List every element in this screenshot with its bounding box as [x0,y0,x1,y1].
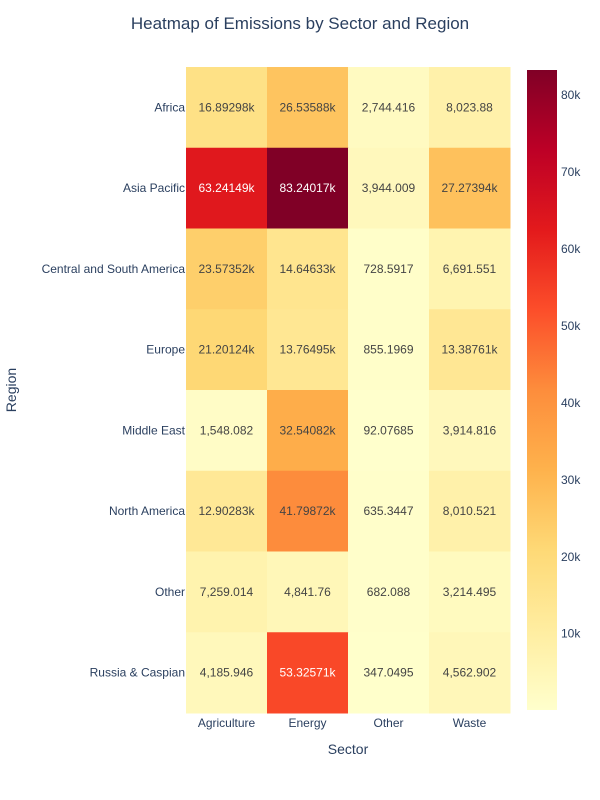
heatmap-cell [348,309,430,391]
y-axis-title: Region [3,368,19,412]
x-axis-title: Sector [328,741,369,757]
heatmap-cell [186,309,268,391]
colorbar-tick-label: 10k [561,627,581,641]
cell-value-label: 16.89298k [198,100,255,114]
colorbar-tick-label: 60k [561,242,581,256]
cell-value-label: 1,548.082 [200,423,254,437]
cell-value-label: 8,023.88 [446,100,493,114]
heatmap-cell [348,67,430,149]
heatmap-cell [267,632,349,714]
heatmap-cell [348,632,430,714]
y-tick-label: North America [109,504,185,518]
heatmap-cell [267,228,349,310]
chart-title: Heatmap of Emissions by Sector and Regio… [131,14,469,33]
cell-value-label: 682.088 [367,585,411,599]
cell-value-label: 23.57352k [198,262,255,276]
y-tick-label: Russia & Caspian [90,666,185,680]
heatmap-cell [186,470,268,552]
heatmap-cell [186,67,268,149]
y-tick-label: Middle East [122,423,185,437]
colorbar-tick-label: 70k [561,165,581,179]
heatmap-cells [186,67,511,714]
heatmap-cell [348,470,430,552]
cell-value-label: 4,185.946 [200,666,254,680]
x-tick-label: Energy [288,716,326,730]
cell-value-label: 3,914.816 [443,423,497,437]
colorbar-tick-label: 20k [561,550,581,564]
heatmap-cell [267,470,349,552]
heatmap-cell [186,390,268,472]
cell-value-label: 26.53588k [279,100,336,114]
cell-value-label: 2,744.416 [362,100,416,114]
heatmap-cell [267,147,349,229]
y-tick-label: Asia Pacific [123,181,185,195]
heatmap-cell [267,309,349,391]
cell-value-label: 14.64633k [279,262,336,276]
heatmap-cell [348,390,430,472]
y-axis-ticks: Africa Asia Pacific Central and South Amer… [42,100,186,679]
cell-value-label: 53.32571k [279,666,336,680]
heatmap-cell [186,228,268,310]
colorbar-tick-label: 30k [561,473,581,487]
heatmap-cell [429,147,511,229]
cell-value-label: 41.79872k [279,504,336,518]
colorbar-ticks: 10k 20k 30k 40k 50k 60k 70k 80k [561,88,581,641]
y-tick-label: Other [155,585,185,599]
cell-value-label: 63.24149k [198,181,255,195]
cell-labels: 16.89298k 26.53588k 2,744.416 8,023.88 63.24… [198,100,498,679]
cell-value-label: 13.76495k [279,343,336,357]
x-tick-label: Other [373,716,403,730]
colorbar-tick-label: 80k [561,88,581,102]
cell-value-label: 4,841.76 [284,585,331,599]
heatmap-cell [267,551,349,633]
cell-value-label: 32.54082k [279,423,336,437]
cell-value-label: 83.24017k [279,181,336,195]
heatmap-cell [429,551,511,633]
heatmap-cell [186,147,268,229]
cell-value-label: 3,944.009 [362,181,416,195]
heatmap-cell [429,390,511,472]
cell-value-label: 855.1969 [363,343,413,357]
y-tick-label: Africa [154,100,185,114]
colorbar-gradient [527,70,557,710]
cell-value-label: 12.90283k [198,504,255,518]
cell-value-label: 8,010.521 [443,504,497,518]
cell-value-label: 13.38761k [441,343,498,357]
heatmap-cell [429,309,511,391]
cell-value-label: 3,214.495 [443,585,497,599]
heatmap-cell [429,67,511,149]
colorbar-tick-label: 40k [561,396,581,410]
heatmap-cell [348,147,430,229]
cell-value-label: 6,691.551 [443,262,497,276]
heatmap-cell [429,632,511,714]
cell-value-label: 27.27394k [441,181,498,195]
heatmap-cell [267,390,349,472]
cell-value-label: 635.3447 [363,504,413,518]
colorbar [527,70,557,710]
heatmap-cell [186,551,268,633]
x-tick-label: Waste [453,716,487,730]
heatmap-cell [186,632,268,714]
y-tick-label: Europe [146,343,185,357]
cell-value-label: 728.5917 [363,262,413,276]
x-tick-label: Agriculture [198,716,256,730]
heatmap-cell [429,470,511,552]
cell-value-label: 21.20124k [198,343,255,357]
cell-value-label: 7,259.014 [200,585,254,599]
heatmap-cell [267,67,349,149]
heatmap-cell [348,551,430,633]
heatmap-cell [429,228,511,310]
cell-value-label: 4,562.902 [443,666,497,680]
x-axis-ticks: Agriculture Energy Other Waste [198,716,487,730]
heatmap-cell [348,228,430,310]
cell-value-label: 347.0495 [363,666,413,680]
y-tick-label: Central and South America [42,262,186,276]
cell-value-label: 92.07685 [363,423,413,437]
colorbar-tick-label: 50k [561,319,581,333]
